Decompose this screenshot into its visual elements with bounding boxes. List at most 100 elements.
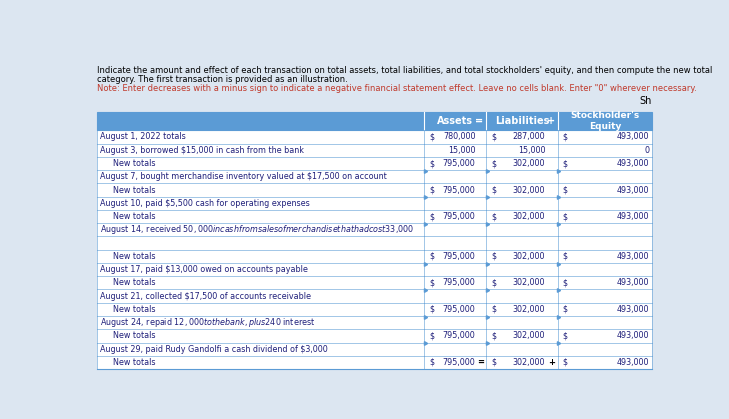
Bar xyxy=(98,223,652,236)
Text: 302,000: 302,000 xyxy=(512,159,545,168)
Text: +: + xyxy=(547,116,555,126)
Text: 493,000: 493,000 xyxy=(617,331,649,340)
Text: 795,000: 795,000 xyxy=(443,278,475,287)
Text: $: $ xyxy=(562,186,567,194)
Text: New totals: New totals xyxy=(113,331,155,340)
Text: $: $ xyxy=(491,358,496,367)
Text: $: $ xyxy=(491,278,496,287)
Text: =: = xyxy=(477,358,483,367)
Text: 302,000: 302,000 xyxy=(512,186,545,194)
Text: $: $ xyxy=(429,186,434,194)
Text: 287,000: 287,000 xyxy=(512,132,545,142)
Text: 15,000: 15,000 xyxy=(448,146,475,155)
Text: 493,000: 493,000 xyxy=(617,358,649,367)
Text: $: $ xyxy=(562,252,567,261)
Bar xyxy=(98,184,652,197)
Text: August 7, bought merchandise inventory valued at $17,500 on account: August 7, bought merchandise inventory v… xyxy=(101,172,387,181)
Text: 302,000: 302,000 xyxy=(512,331,545,340)
Text: $: $ xyxy=(429,331,434,340)
Text: 795,000: 795,000 xyxy=(443,159,475,168)
Text: $: $ xyxy=(429,358,434,367)
Text: Note: Enter decreases with a minus sign to indicate a negative financial stateme: Note: Enter decreases with a minus sign … xyxy=(98,84,697,93)
Text: category. The first transaction is provided as an illustration.: category. The first transaction is provi… xyxy=(98,75,348,84)
Text: $: $ xyxy=(491,305,496,314)
Text: $: $ xyxy=(562,331,567,340)
Text: Sh: Sh xyxy=(640,96,652,106)
Bar xyxy=(98,170,652,184)
Text: 302,000: 302,000 xyxy=(512,278,545,287)
Text: 302,000: 302,000 xyxy=(512,212,545,221)
Text: $: $ xyxy=(491,159,496,168)
Text: 493,000: 493,000 xyxy=(617,132,649,142)
Text: +: + xyxy=(548,358,555,367)
Text: Assets: Assets xyxy=(437,116,473,126)
Text: $: $ xyxy=(429,132,434,142)
Text: 795,000: 795,000 xyxy=(443,186,475,194)
Bar xyxy=(98,112,652,130)
Bar xyxy=(98,316,652,329)
Text: August 10, paid $5,500 cash for operating expenses: August 10, paid $5,500 cash for operatin… xyxy=(101,199,310,208)
Text: New totals: New totals xyxy=(113,252,155,261)
Text: $: $ xyxy=(491,212,496,221)
Text: 493,000: 493,000 xyxy=(617,159,649,168)
Text: $: $ xyxy=(562,212,567,221)
Bar xyxy=(98,290,652,303)
Text: August 1, 2022 totals: August 1, 2022 totals xyxy=(101,132,186,142)
Text: New totals: New totals xyxy=(113,212,155,221)
Text: August 14, received $50,000 in cash from sales of merchandise that had cost $33,: August 14, received $50,000 in cash from… xyxy=(101,223,415,236)
Text: 493,000: 493,000 xyxy=(617,186,649,194)
Bar xyxy=(98,236,652,250)
Text: Indicate the amount and effect of each transaction on total assets, total liabil: Indicate the amount and effect of each t… xyxy=(98,66,713,75)
Text: $: $ xyxy=(562,305,567,314)
Text: 795,000: 795,000 xyxy=(443,212,475,221)
Text: $: $ xyxy=(429,278,434,287)
Text: August 3, borrowed $15,000 in cash from the bank: August 3, borrowed $15,000 in cash from … xyxy=(101,146,305,155)
Bar xyxy=(98,329,652,343)
Text: 780,000: 780,000 xyxy=(443,132,475,142)
Text: $: $ xyxy=(562,132,567,142)
Bar xyxy=(98,197,652,210)
Text: 795,000: 795,000 xyxy=(443,358,475,367)
Bar xyxy=(98,210,652,223)
Text: $: $ xyxy=(562,278,567,287)
Text: August 17, paid $13,000 owed on accounts payable: August 17, paid $13,000 owed on accounts… xyxy=(101,265,308,274)
Text: $: $ xyxy=(491,186,496,194)
Text: $: $ xyxy=(429,159,434,168)
Text: 493,000: 493,000 xyxy=(617,252,649,261)
Text: $: $ xyxy=(491,252,496,261)
Text: 302,000: 302,000 xyxy=(512,358,545,367)
Bar xyxy=(98,343,652,356)
Text: 15,000: 15,000 xyxy=(518,146,545,155)
Text: August 29, paid Rudy Gandolfi a cash dividend of $3,000: August 29, paid Rudy Gandolfi a cash div… xyxy=(101,345,328,354)
Text: 493,000: 493,000 xyxy=(617,212,649,221)
Text: $: $ xyxy=(429,252,434,261)
Bar xyxy=(98,356,652,369)
Text: Stockholder's
Equity: Stockholder's Equity xyxy=(570,111,639,131)
Bar xyxy=(98,144,652,157)
Bar xyxy=(98,263,652,276)
Bar xyxy=(98,130,652,144)
Text: $: $ xyxy=(562,358,567,367)
Bar xyxy=(98,276,652,290)
Bar xyxy=(98,303,652,316)
Text: New totals: New totals xyxy=(113,358,155,367)
Text: $: $ xyxy=(562,159,567,168)
Text: =: = xyxy=(475,116,483,126)
Text: 795,000: 795,000 xyxy=(443,331,475,340)
Text: $: $ xyxy=(429,212,434,221)
Text: August 24, repaid $12,000 to the bank, plus $240 interest: August 24, repaid $12,000 to the bank, p… xyxy=(101,316,316,329)
Text: $: $ xyxy=(491,331,496,340)
Text: Liabilities: Liabilities xyxy=(495,116,549,126)
Text: 493,000: 493,000 xyxy=(617,305,649,314)
Text: 493,000: 493,000 xyxy=(617,278,649,287)
Text: 302,000: 302,000 xyxy=(512,305,545,314)
Text: August 21, collected $17,500 of accounts receivable: August 21, collected $17,500 of accounts… xyxy=(101,292,311,300)
Text: New totals: New totals xyxy=(113,278,155,287)
Text: 795,000: 795,000 xyxy=(443,305,475,314)
Text: 0: 0 xyxy=(644,146,649,155)
Bar xyxy=(98,157,652,170)
Text: $: $ xyxy=(429,305,434,314)
Bar xyxy=(98,250,652,263)
Text: 795,000: 795,000 xyxy=(443,252,475,261)
Text: New totals: New totals xyxy=(113,186,155,194)
